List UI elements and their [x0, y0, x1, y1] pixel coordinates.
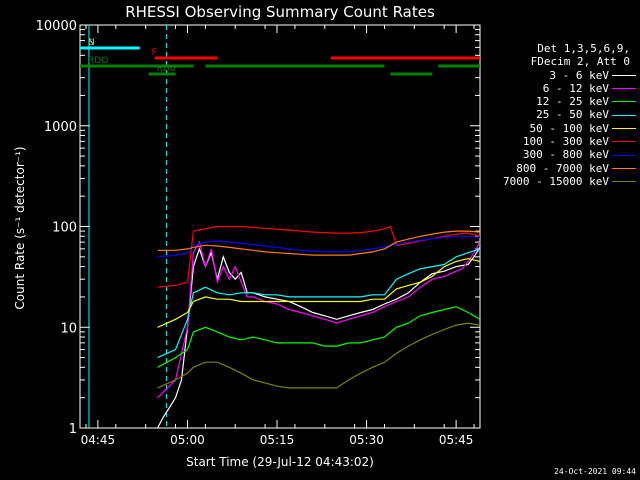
x-tick-label: 05:30 [349, 433, 384, 447]
legend-entry-label: 300 - 800 keV [522, 148, 609, 162]
legend-entry-label: 6 - 12 keV [542, 81, 609, 95]
legend-swatch [612, 181, 636, 183]
legend-entry: 25 - 50 keV [480, 108, 636, 121]
y-tick-label: 100 [52, 221, 77, 236]
legend-swatch [612, 88, 636, 90]
y-tick-label: 10000 [36, 19, 77, 34]
legend-entry-label: 800 - 7000 keV [516, 161, 609, 175]
legend-swatch [612, 167, 636, 169]
legend-entry: 800 - 7000 keV [480, 162, 636, 175]
series-line [157, 322, 481, 389]
legend-entry: 7000 - 15000 keV [480, 175, 636, 188]
generated-timestamp: 24-Oct-2021 09:44 [554, 467, 636, 476]
y-tick-label: 10 [60, 321, 77, 336]
legend-swatch [612, 114, 636, 116]
legend-entry: 100 - 300 keV [480, 135, 636, 148]
legend-entry: 300 - 800 keV [480, 148, 636, 161]
y-tick-label: 1000 [44, 120, 77, 135]
x-tick-label: 05:15 [260, 433, 295, 447]
legend-header-line-1: Det 1,3,5,6,9, [537, 42, 630, 55]
flag-label: F [152, 48, 157, 58]
series-line [157, 235, 481, 258]
legend-entry-label: 100 - 300 keV [522, 135, 609, 149]
x-tick-label: 04:45 [81, 433, 116, 447]
legend-entry-label: 50 - 100 keV [529, 121, 609, 135]
chart-title: RHESSI Observing Summary Count Rates [125, 3, 435, 21]
flag-label: S [88, 38, 94, 48]
legend: Det 1,3,5,6,9, FDecim 2, Att 0 3 - 6 keV… [480, 42, 636, 188]
y-tick-label: 1 [69, 422, 77, 437]
series-line [157, 230, 481, 256]
legend-header-line-2: FDecim 2, Att 0 [530, 55, 630, 69]
legend-swatch [612, 101, 636, 103]
x-tick-label: 05:00 [170, 433, 205, 447]
legend-entry: 6 - 12 keV [480, 82, 636, 95]
series-line [157, 257, 481, 328]
x-tick-label: 05:45 [439, 433, 474, 447]
y-axis-label: Count Rate (s⁻¹ detector⁻¹) [13, 146, 27, 309]
legend-entry: 50 - 100 keV [480, 122, 636, 135]
legend-swatch [612, 74, 636, 76]
plot-area: 04:45 05:00 05:15 05:30 05:45 1 10 100 1000 10000… [36, 19, 481, 447]
x-axis-label: Start Time (29-Jul-12 04:43:02) [186, 455, 374, 469]
flag-label: RDO [88, 56, 108, 66]
legend-entry: 12 - 25 keV [480, 95, 636, 108]
legend-entry-label: 7000 - 15000 keV [503, 174, 609, 188]
series-line [157, 240, 481, 399]
flag-label: N [88, 38, 95, 48]
legend-swatch [612, 127, 636, 129]
legend-entry-label: 3 - 6 keV [549, 68, 609, 82]
legend-swatch [612, 141, 636, 143]
legend-entry: 3 - 6 keV [480, 69, 636, 82]
legend-swatch [612, 154, 636, 156]
series-line [157, 306, 481, 368]
series-line [157, 248, 481, 359]
flag-label: RD6 [157, 64, 176, 74]
legend-entry-label: 12 - 25 keV [536, 95, 609, 109]
legend-entry-label: 25 - 50 keV [536, 108, 609, 122]
